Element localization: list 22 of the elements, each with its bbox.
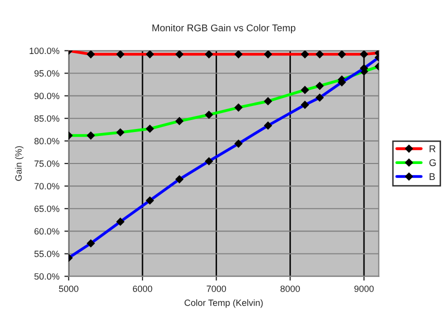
x-tick-label: 7000 [206,286,226,292]
y-tick-label: 50.0% [34,273,60,280]
y-tick-label: 65.0% [34,206,60,212]
x-tick-label: 6000 [132,286,152,292]
y-tick-label: 80.0% [34,138,60,144]
x-tick-label: 5000 [58,286,78,292]
legend-label: B [430,173,435,180]
y-tick-label: 75.0% [34,160,60,167]
y-axis-title: Gain (%) [15,146,24,181]
y-tick-label: 85.0% [34,115,60,122]
y-tick-label: 70.0% [34,183,60,190]
legend-label: G [429,159,436,166]
chart-title: Monitor RGB Gain vs Color Temp [152,24,296,34]
y-tick-label: 55.0% [34,250,60,258]
x-tick-label: 9000 [354,286,374,292]
y-tick-label: 95.0% [34,70,60,77]
y-tick-label: 90.0% [34,92,60,100]
x-tick-label: 8000 [280,286,300,292]
y-tick-label: 60.0% [34,228,60,235]
legend-label: R [430,145,436,152]
x-axis-title: Color Temp (Kelvin) [184,299,263,308]
y-tick-label: 100.0% [30,48,60,54]
